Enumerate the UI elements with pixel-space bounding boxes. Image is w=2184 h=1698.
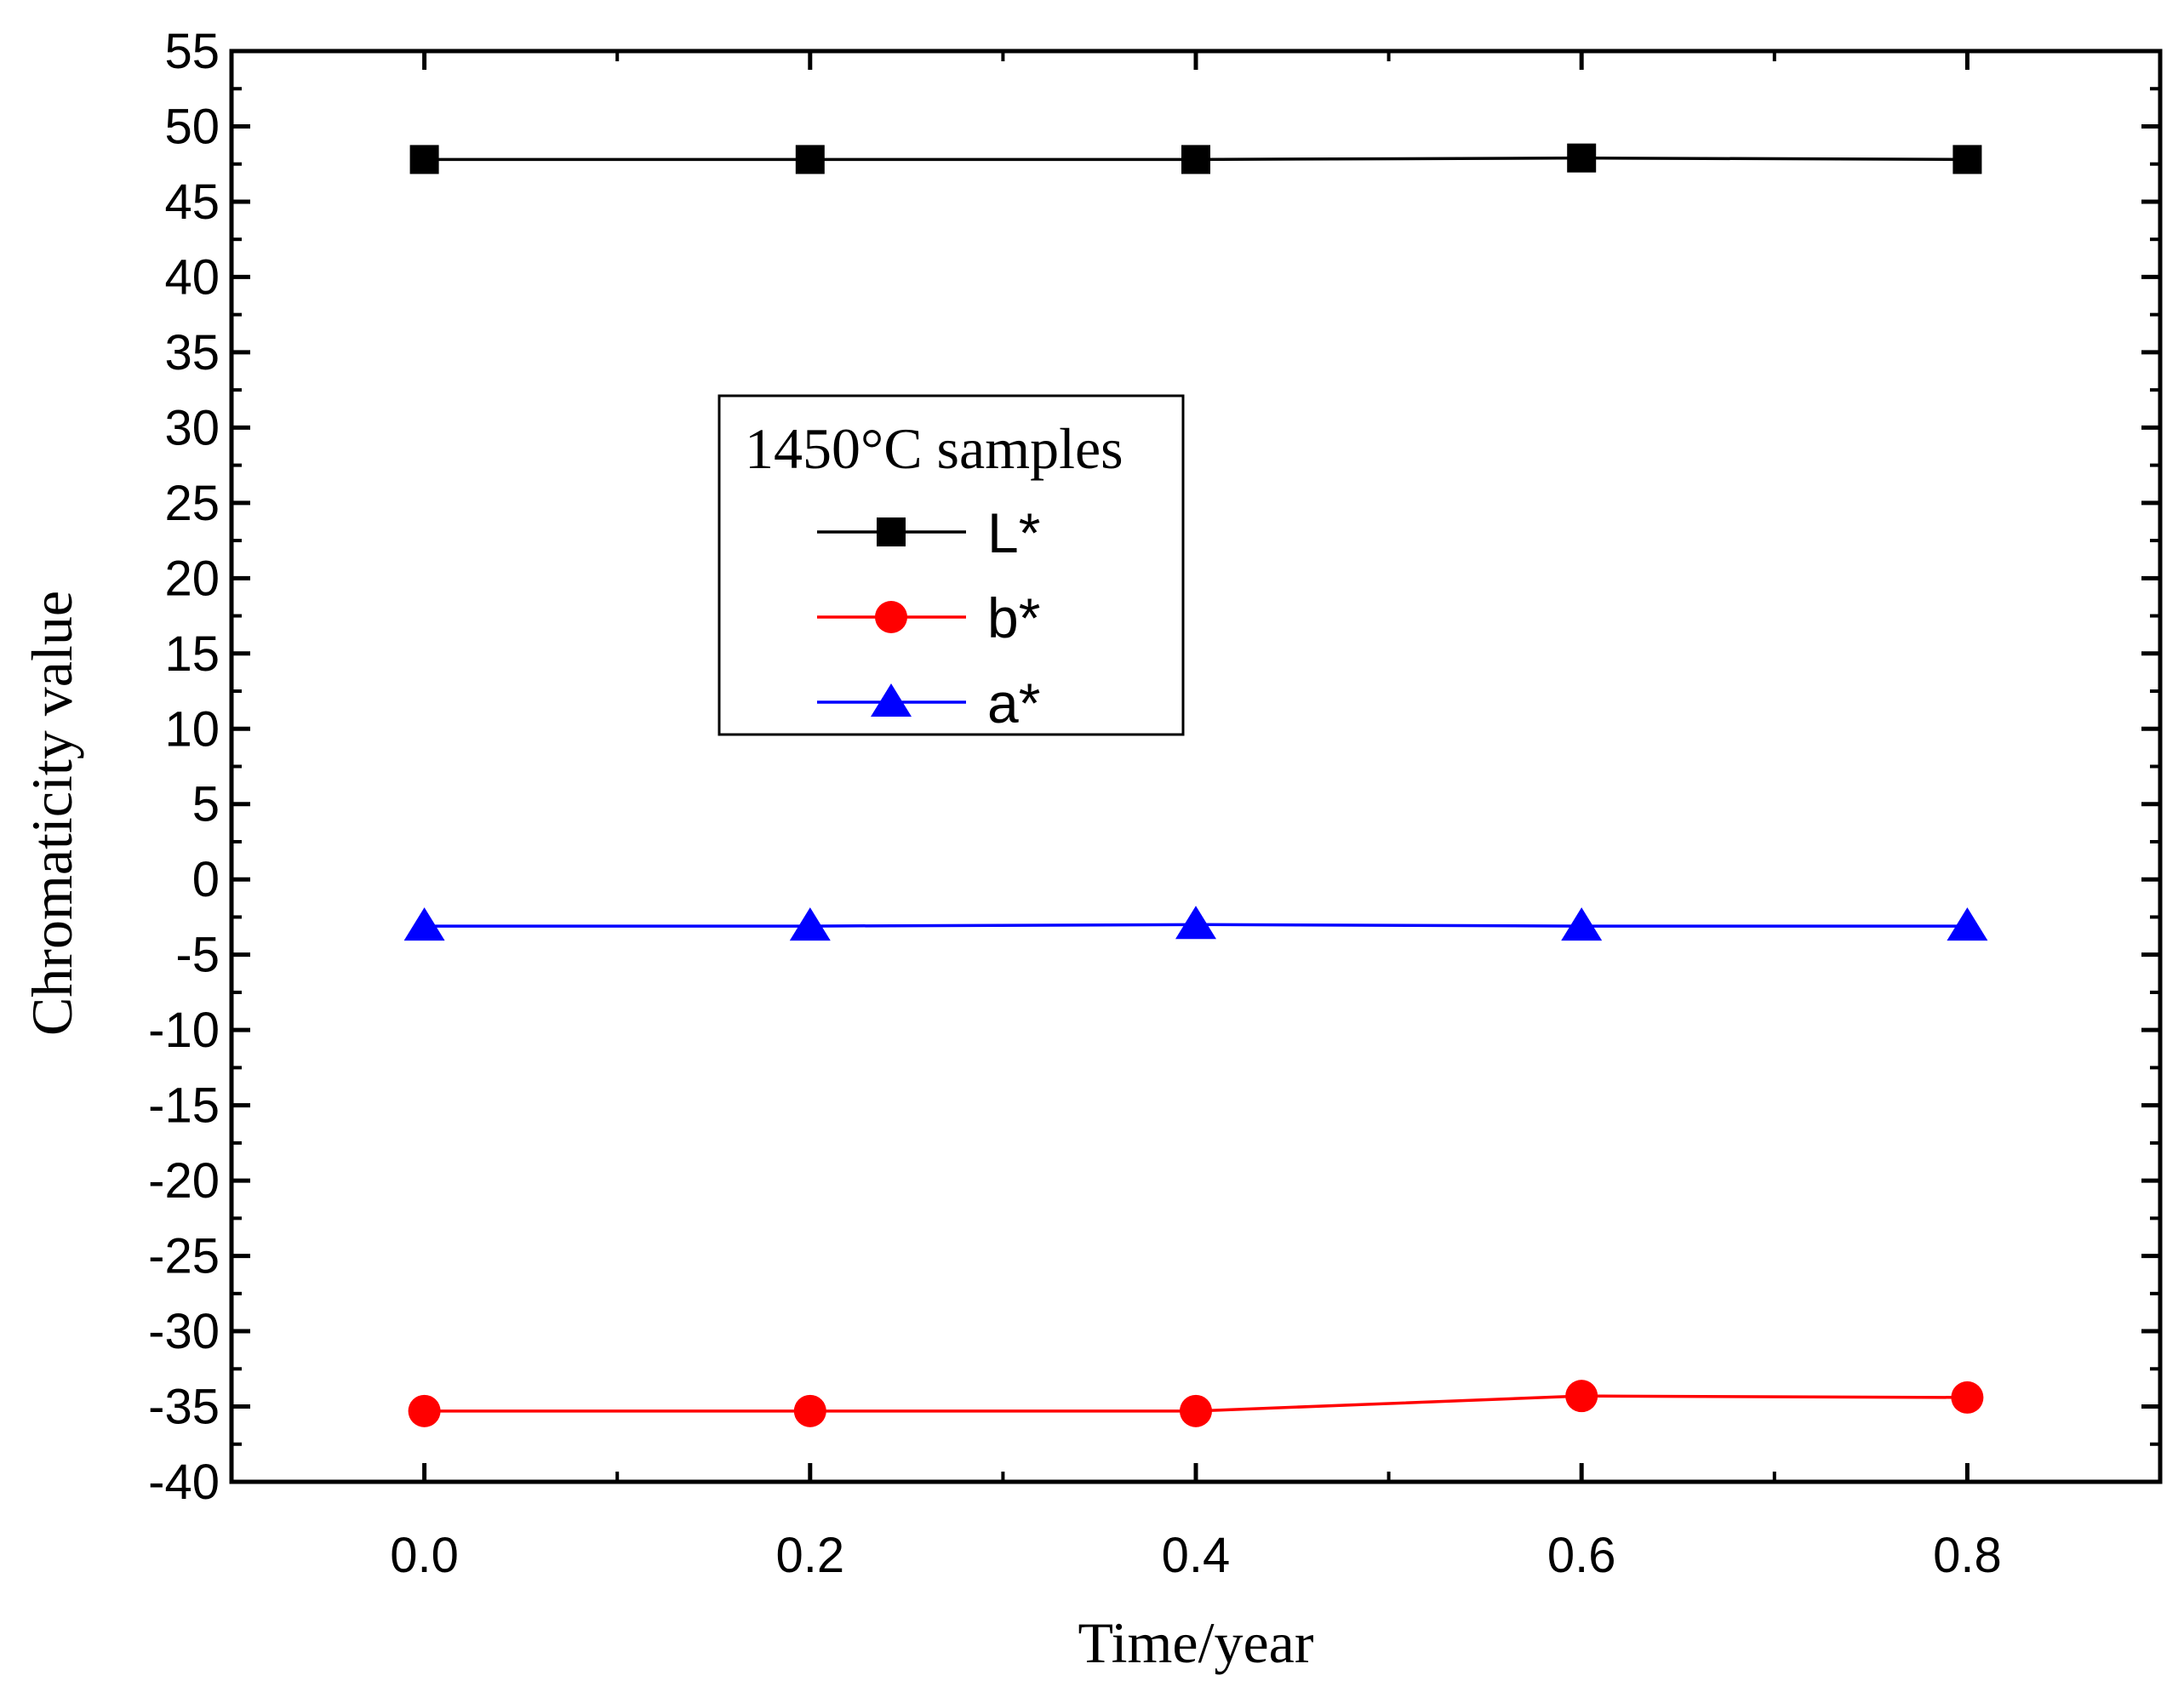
- data-point-a: [403, 907, 445, 941]
- legend-entries: L* b* a*: [817, 501, 1040, 735]
- legend-box: [718, 394, 1185, 736]
- legend-entry-l: L*: [817, 501, 1040, 564]
- legend-marker-l: [877, 517, 906, 546]
- y-tick-label: 20: [164, 551, 220, 606]
- legend-marker-a: [871, 683, 912, 717]
- data-point-a: [1561, 907, 1603, 941]
- y-tick-label: 10: [164, 701, 220, 757]
- y-axis-title: Chromaticity value: [20, 591, 84, 1036]
- y-tick-label: 30: [164, 400, 220, 455]
- y-tick-label: 35: [164, 325, 220, 380]
- x-tick-label: 0.4: [1162, 1528, 1231, 1583]
- data-point-a: [1947, 907, 1988, 941]
- y-tick-label: 25: [164, 476, 220, 531]
- legend-label-l: L*: [987, 501, 1040, 564]
- data-point-b: [1951, 1381, 1984, 1414]
- y-tick-label: 55: [164, 24, 220, 79]
- series-layer: [403, 143, 1988, 1427]
- data-point-l: [795, 145, 825, 174]
- x-tick-label: 0.6: [1547, 1528, 1616, 1583]
- legend-entry-a: a*: [817, 672, 1040, 735]
- y-tick-label: -10: [148, 1003, 220, 1058]
- legend-label-b: b*: [987, 586, 1040, 649]
- y-tick-label: -25: [148, 1229, 220, 1284]
- data-point-l: [409, 145, 439, 174]
- x-axis-title: Time/year: [1078, 1610, 1313, 1675]
- y-tick-label: 0: [192, 852, 220, 907]
- series-a: [403, 906, 1988, 941]
- y-tick-label: -40: [148, 1455, 220, 1510]
- legend-entry-b: b*: [817, 586, 1040, 649]
- data-point-l: [1567, 143, 1597, 173]
- y-tick-label: -15: [148, 1078, 220, 1134]
- series-l: [409, 143, 1982, 174]
- y-tick-label: 50: [164, 99, 220, 154]
- y-tick-label: -5: [175, 928, 220, 983]
- y-tick-label: -35: [148, 1380, 220, 1435]
- y-tick-label: -20: [148, 1153, 220, 1209]
- y-tick-label: 5: [192, 777, 220, 832]
- data-point-b: [1180, 1394, 1212, 1427]
- data-point-a: [1175, 906, 1216, 940]
- y-tick-label: 45: [164, 174, 220, 230]
- legend: 1450°C samples L* b* a*: [718, 394, 1185, 736]
- series-b: [408, 1380, 1984, 1427]
- data-point-b: [1565, 1380, 1598, 1413]
- data-point-b: [793, 1394, 826, 1427]
- data-point-a: [789, 907, 831, 941]
- legend-title: 1450°C samples: [745, 416, 1123, 481]
- legend-marker-b: [875, 601, 907, 633]
- data-point-b: [408, 1394, 441, 1427]
- legend-label-a: a*: [987, 672, 1040, 735]
- y-tick-label: -30: [148, 1304, 220, 1359]
- x-tick-label: 0.8: [1933, 1528, 2002, 1583]
- x-tick-label: 0.2: [775, 1528, 844, 1583]
- data-point-l: [1181, 145, 1210, 174]
- x-tick-label: 0.0: [390, 1528, 459, 1583]
- data-point-l: [1952, 145, 1982, 174]
- y-axis-ticks: 5550454035302520151050-5-10-15-20-25-30-…: [148, 24, 2160, 1510]
- x-axis-ticks: 0.0 0.2 0.4 0.6 0.8: [390, 51, 2002, 1583]
- y-tick-label: 15: [164, 626, 220, 682]
- y-tick-label: 40: [164, 249, 220, 305]
